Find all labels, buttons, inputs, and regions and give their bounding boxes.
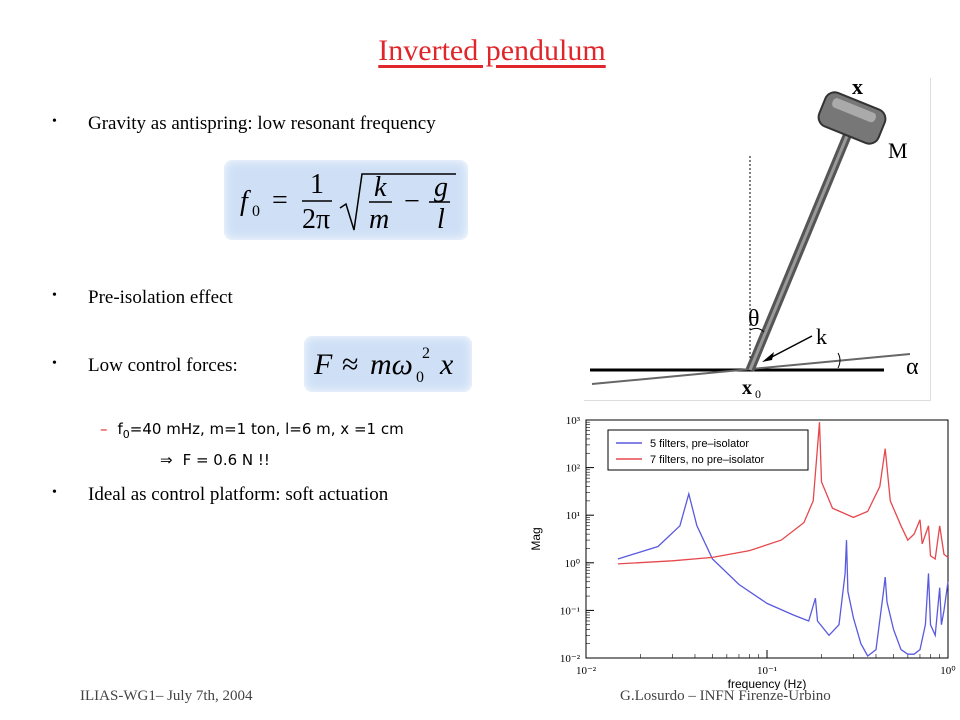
bullet-dot: • [52, 356, 57, 371]
y-tick-label: 10¹ [566, 510, 580, 522]
dash-marker: – [100, 420, 108, 438]
frequency-formula: f 0 = 1 2π k m − g l [224, 160, 468, 240]
label-mass: M [888, 138, 908, 163]
svg-text:0: 0 [416, 369, 424, 386]
bullet-dot: • [52, 114, 57, 129]
svg-text:m: m [369, 204, 389, 235]
svg-text:x: x [439, 348, 454, 381]
y-tick-label: 10³ [566, 415, 581, 427]
svg-text:f: f [240, 186, 251, 217]
svg-text:1: 1 [310, 169, 324, 200]
label-k: k [816, 324, 827, 349]
label-x0: x [742, 377, 752, 399]
y-tick-label: 10⁻² [560, 653, 581, 665]
parameters-line: – f0=40 mHz, m=1 ton, l=6 m, x =1 cm [100, 420, 404, 441]
y-axis-label: Mag [529, 527, 543, 550]
label-x0-sub: 0 [755, 387, 761, 400]
y-tick-label: 10² [566, 463, 581, 475]
transfer-function-chart: 10⁻² 10⁻¹ 10⁰ 10⁻² 10⁻¹ 10⁰ 10¹ 10² 10³ frequency… [524, 400, 960, 691]
bullet-text: Low control forces: [88, 355, 238, 376]
spring-pointer [765, 335, 813, 361]
param-subscript: 0 [122, 428, 130, 441]
force-formula: F ≈ mω 0 2 x [304, 336, 472, 392]
force-formula-graphic: F ≈ mω 0 2 x [313, 345, 454, 386]
y-tick-label: 10⁻¹ [560, 605, 580, 617]
bullet-text: Ideal as control platform: soft actuatio… [88, 484, 389, 505]
svg-text:g: g [434, 172, 448, 203]
series-line-2 [617, 422, 949, 565]
svg-text:2: 2 [422, 345, 430, 362]
series-line-1 [617, 491, 949, 657]
x-tick-label: 10⁰ [940, 665, 956, 677]
svg-text:=: = [272, 185, 288, 216]
x-tick-label: 10⁻¹ [757, 665, 777, 677]
footer-left: ILIAS-WG1– July 7th, 2004 [80, 688, 253, 704]
svg-text:k: k [374, 172, 387, 203]
chart-svg: 10⁻² 10⁻¹ 10⁰ 10⁻² 10⁻¹ 10⁰ 10¹ 10² 10³ frequency… [529, 415, 956, 691]
pendulum-graphic: x M θ k α x 0 [590, 74, 919, 401]
svg-text:mω: mω [370, 348, 413, 381]
svg-text:−: − [404, 186, 420, 217]
svg-text:F: F [313, 348, 333, 381]
result-text: F = 0.6 N !! [182, 451, 270, 469]
bullet-dot: • [52, 288, 57, 303]
spring-pointer-arrowhead [762, 352, 774, 362]
param-prefix: f [117, 420, 123, 438]
svg-text:l: l [437, 204, 445, 235]
pendulum-diagram: x M θ k α x 0 [584, 74, 931, 401]
implies-arrow: ⇒ [160, 451, 173, 469]
frequency-formula-graphic: f 0 = 1 2π k m − g l [240, 169, 456, 235]
svg-text:2π: 2π [302, 204, 330, 235]
bullet-dot: • [52, 485, 57, 500]
label-x: x [852, 78, 863, 99]
legend-label-2: 7 filters, no pre–isolator [650, 454, 765, 466]
label-theta: θ [748, 306, 760, 332]
result-line: ⇒ F = 0.6 N !! [160, 451, 270, 469]
pendulum-mass [817, 91, 887, 145]
y-tick-label: 10⁰ [565, 558, 581, 570]
svg-text:0: 0 [252, 203, 260, 220]
bullet-text: Gravity as antispring: low resonant freq… [88, 113, 436, 134]
legend-label-1: 5 filters, pre–isolator [650, 438, 749, 450]
bullet-text: Pre-isolation effect [88, 287, 233, 308]
theta-arc [749, 327, 765, 333]
x-tick-label: 10⁻² [576, 665, 597, 677]
x-axis-label: frequency (Hz) [728, 677, 807, 690]
alpha-arc [837, 352, 841, 369]
label-alpha: α [906, 354, 919, 380]
legend-box [607, 429, 809, 471]
slide-title: Inverted pendulum [378, 34, 606, 67]
svg-text:≈: ≈ [342, 348, 358, 381]
footer-right: G.Losurdo – INFN Firenze-Urbino [620, 688, 831, 704]
param-text: =40 mHz, m=1 ton, l=6 m, x =1 cm [129, 420, 404, 438]
pendulum-rod-highlight [748, 123, 854, 371]
